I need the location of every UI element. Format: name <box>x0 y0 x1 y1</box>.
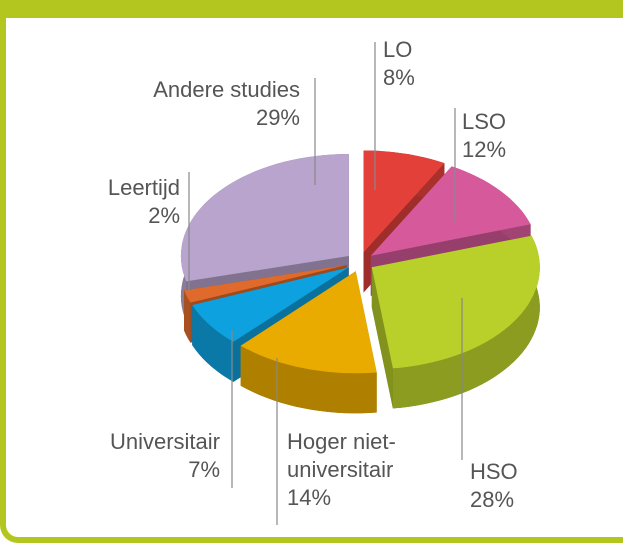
slice <box>240 271 377 374</box>
slice <box>192 267 349 342</box>
slice-label: LSO 12% <box>462 108 542 164</box>
slice <box>180 154 349 282</box>
category-label: LSO <box>462 109 507 134</box>
slice <box>370 166 531 256</box>
value-label: 12% <box>462 137 507 162</box>
slice <box>363 150 445 253</box>
value-label: 8% <box>383 65 415 90</box>
slice-label: HSO 28% <box>470 458 550 514</box>
slice-label: Universitair 7% <box>90 428 220 484</box>
value-label: 7% <box>188 457 220 482</box>
slice-label: LO 8% <box>383 36 443 92</box>
top-bar <box>0 0 623 18</box>
slice <box>184 265 347 303</box>
slice-side <box>192 305 234 382</box>
slice <box>371 235 540 369</box>
slice-side <box>184 290 191 343</box>
category-label: LO <box>383 37 413 62</box>
value-label: 2% <box>148 203 180 228</box>
category-label: Universitair <box>109 429 220 454</box>
category-label: HSO <box>470 459 518 484</box>
category-label: Leertijd <box>107 175 180 200</box>
value-label: 14% <box>287 485 332 510</box>
category-label: Hoger niet-universitair <box>287 429 396 482</box>
slice-label: Andere studies 29% <box>100 76 300 132</box>
value-label: 29% <box>255 105 300 130</box>
category-label: Andere studies <box>153 77 300 102</box>
slice-label: Hoger niet-universitair 14% <box>287 428 417 512</box>
value-label: 28% <box>470 487 515 512</box>
slice-wall <box>371 267 393 409</box>
slice-side <box>392 235 540 409</box>
slice-label: Leertijd 2% <box>60 174 180 230</box>
slice-side <box>240 345 377 414</box>
frame <box>0 18 623 543</box>
